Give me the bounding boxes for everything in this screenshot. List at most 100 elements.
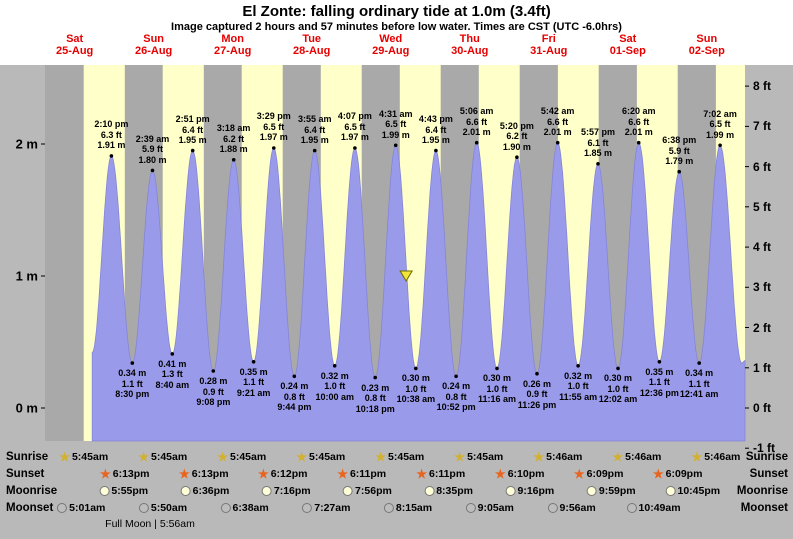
day-date: 30-Aug — [451, 45, 489, 57]
astro-event-time: 5:45am — [467, 451, 504, 463]
label-line: 1.1 ft — [688, 378, 710, 389]
sunset-icon: ★ — [416, 466, 427, 481]
label-line: 1.0 ft — [324, 381, 346, 392]
tide-extreme-dot — [495, 366, 499, 371]
tide-extreme-dot — [636, 140, 641, 145]
sunrise-icon: ★ — [296, 449, 308, 464]
label-line: 0.23 m — [361, 382, 390, 393]
label-line: 1.0 ft — [405, 383, 427, 394]
label-line: 1.99 m — [381, 129, 410, 140]
day-date: 02-Sep — [688, 45, 725, 57]
sunrise-icon: ★ — [138, 449, 149, 464]
label-line: 3:29 pm — [256, 111, 291, 122]
astro-event-moonrise: 7:16pm — [261, 485, 311, 497]
sunrise-icon: ★ — [375, 449, 387, 464]
astro-event-time: 6:13pm — [112, 468, 150, 480]
astro-event-sunrise: ★ 5:46am — [612, 451, 661, 464]
tide-extreme-dot — [312, 148, 317, 153]
moonrise-icon — [665, 486, 676, 496]
astro-event-time: 6:10pm — [507, 468, 545, 480]
label-line: 0.41 m — [158, 358, 187, 369]
tide-high-label: 5:57 pm 6.1 ft 1.85 m — [581, 127, 615, 159]
date-label: Tue 28-Aug — [293, 33, 330, 57]
astro-event-moonset: 9:05am — [465, 502, 514, 514]
tide-area — [91, 142, 746, 442]
label-line: 6.6 ft — [547, 116, 569, 127]
tide-extreme-dot — [170, 352, 175, 356]
astro-event-time: 6:11pm — [349, 468, 387, 480]
y-axis-label-right: 7 ft — [753, 119, 771, 134]
tide-extreme-dot — [434, 148, 438, 153]
label-line: 6.2 ft — [223, 133, 245, 144]
day-name: Sun — [143, 33, 165, 45]
day-name: Sat — [66, 33, 84, 45]
astro-event-sunset: ★ 6:11pm — [416, 466, 465, 481]
astro-event-sunrise: ★ 5:45am — [454, 449, 504, 464]
astro-event-time: 6:09pm — [665, 468, 703, 480]
tide-extreme-dot — [109, 154, 114, 158]
astro-event-time: 10:49am — [638, 502, 681, 514]
tide-low-label: 0.24 m 0.8 ft 9:44 pm — [277, 381, 311, 413]
astro-event-sunrise: ★ 5:45am — [296, 449, 345, 464]
tide-extreme-dot — [474, 140, 479, 145]
label-line: 0.24 m — [280, 381, 309, 392]
astro-event-time: 5:45am — [230, 451, 267, 463]
astro-event-sunset: ★ 6:13pm — [100, 468, 150, 481]
astro-event-sunset: ★ 6:11pm — [337, 466, 387, 481]
astro-event-time: 5:01am — [69, 502, 106, 514]
label-line: 7:02 am — [703, 108, 737, 119]
label-line: 0.30 m — [603, 373, 633, 384]
label-line: 0.9 ft — [202, 386, 224, 397]
astro-event-sunset: ★ 6:09pm — [653, 468, 703, 481]
astro-event-time: 5:46am — [546, 451, 583, 463]
date-label: Fri 31-Aug — [530, 33, 567, 57]
label-line: 11:26 pm — [517, 399, 557, 410]
label-line: 1.1 ft — [648, 377, 670, 388]
astro-row-label-right-moonset: Moonset — [740, 502, 788, 514]
sunrise-icon: ★ — [454, 449, 466, 464]
moonrise-icon — [343, 486, 354, 496]
moonset-icon — [465, 503, 476, 513]
label-line: 10:38 am — [396, 394, 436, 405]
label-line: 5:20 pm — [499, 120, 534, 131]
day-name: Sat — [619, 33, 637, 45]
label-line: 1.0 ft — [486, 383, 508, 394]
label-line: 8:30 pm — [115, 389, 150, 400]
date-label: Wed 29-Aug — [372, 33, 409, 57]
astro-row-label-left-moonset: Moonset — [6, 502, 54, 514]
astro-event-time: 8:15am — [395, 502, 433, 514]
astro-event-moonrise: 9:16pm — [505, 485, 554, 497]
label-line: 5.9 ft — [668, 145, 690, 156]
label-line: 0.8 ft — [445, 391, 467, 402]
astro-event-sunset: ★ 6:12pm — [257, 466, 308, 481]
astro-event-moonset: 8:15am — [383, 502, 433, 514]
label-line: 3:55 am — [297, 114, 332, 125]
label-line: 5.9 ft — [141, 144, 163, 155]
astro-event-moonset: 10:49am — [626, 502, 681, 514]
astro-event-sunrise: ★ 5:46am — [533, 451, 583, 464]
label-line: 1.90 m — [502, 141, 531, 152]
sunset-icon: ★ — [337, 466, 348, 481]
y-axis-label-right: -1 ft — [753, 441, 775, 456]
astro-event-time: 6:38am — [232, 502, 269, 514]
moonset-icon — [138, 503, 149, 513]
astro-event-time: 9:56am — [559, 502, 596, 514]
day-name: Sun — [696, 33, 718, 45]
sunset-icon: ★ — [257, 466, 269, 481]
astro-row-label-right-sunrise: Sunrise — [745, 451, 788, 463]
tide-high-label: 4:31 am 6.5 ft 1.99 m — [379, 109, 413, 141]
tide-high-label: 5:20 pm 6.2 ft 1.90 m — [500, 121, 534, 153]
astro-event-time: 6:13pm — [191, 468, 229, 480]
label-line: 1.1 ft — [121, 378, 143, 389]
astro-event-time: 5:55pm — [111, 485, 149, 497]
tide-extreme-dot — [332, 364, 337, 368]
tide-high-label: 6:20 am 6.6 ft 2.01 m — [622, 106, 656, 138]
y-axis-label-right: 0 ft — [753, 401, 771, 415]
astro-event-time: 6:36pm — [192, 485, 230, 497]
label-line: 11:55 am — [559, 391, 598, 402]
tide-extreme-dot — [393, 143, 398, 148]
tide-high-label: 7:02 am 6.5 ft 1.99 m — [703, 109, 737, 141]
label-line: 6.5 ft — [263, 121, 285, 132]
astro-event-sunrise: ★ 5:45am — [217, 451, 267, 464]
tide-high-label: 4:43 pm 6.4 ft 1.95 m — [419, 114, 453, 146]
